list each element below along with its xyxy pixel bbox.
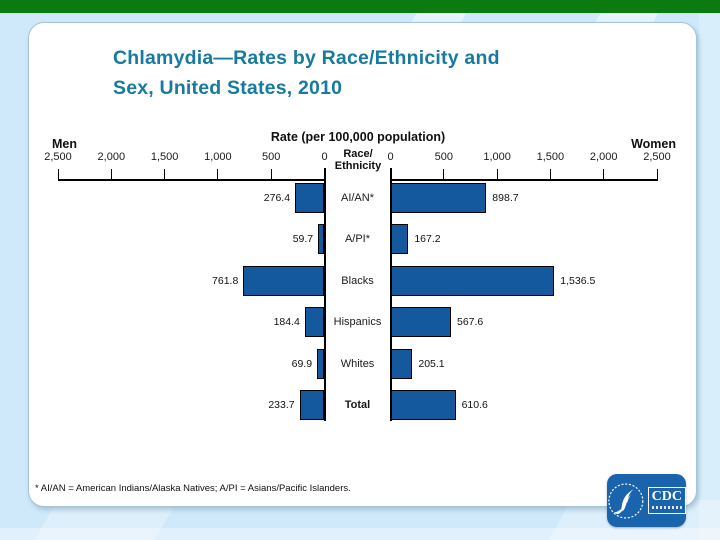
axis-tick-label: 1,000 [204, 151, 232, 163]
cdc-logo-text: CDC [647, 487, 686, 514]
slide-title-line2: Sex, United States, 2010 [113, 77, 343, 99]
axis-tick-label: 2,500 [643, 151, 671, 163]
axis-tick [443, 169, 445, 179]
value-label-men: 59.7 [292, 233, 314, 246]
bar-women-A/PI* [390, 224, 409, 255]
bar-women-Hispanics [390, 307, 451, 338]
background-stripe [699, 13, 720, 540]
bar-women-Whites [390, 348, 413, 379]
axis-tick [656, 169, 658, 179]
women-axis-label: Women [631, 137, 676, 151]
value-label-women: 167.2 [414, 233, 441, 246]
axis-tick-label: 2,000 [589, 151, 618, 163]
center-axis-label: Race/ Ethnicity [317, 148, 399, 172]
value-label-men: 761.8 [212, 274, 239, 287]
bar-men-A/PI* [318, 224, 325, 255]
men-axis-label: Men [52, 137, 77, 151]
men-axis-line [58, 179, 326, 181]
bar-women-Blacks [390, 265, 555, 296]
axis-tick [603, 169, 605, 179]
center-axis-label-line2: Ethnicity [334, 160, 382, 172]
value-label-women: 898.7 [492, 192, 519, 204]
slide-title-line1: Chlamydia—Rates by Race/Ethnicity and [113, 47, 500, 69]
cdc-logo: CDC [607, 474, 686, 527]
value-label-women: 610.6 [461, 399, 488, 411]
axis-tick [270, 169, 272, 179]
bar-women-Total [390, 390, 456, 420]
category-label: Total [344, 399, 371, 411]
value-label-men: 69.9 [291, 357, 313, 370]
axis-tick-label: 500 [262, 151, 281, 163]
axis-tick-label: 2,000 [97, 151, 126, 163]
axis-tick [549, 169, 551, 179]
category-label: Whites [340, 357, 375, 370]
axis-tick [217, 169, 219, 179]
axis-tick [496, 169, 498, 179]
category-label: A/PI* [344, 233, 371, 246]
axis-tick-label: 2,500 [44, 151, 72, 163]
axis-tick-label: 500 [434, 151, 453, 163]
axis-tick [57, 169, 59, 179]
bar-men-AI/AN* [295, 183, 325, 213]
value-label-women: 1,536.5 [560, 274, 596, 287]
axis-tick [324, 169, 325, 179]
axis-tick-label: 1,000 [483, 151, 511, 163]
category-label: AI/AN* [340, 192, 374, 204]
axis-tick-label: 0 [387, 151, 394, 163]
hhs-eagle-icon [608, 482, 644, 519]
center-axis-label-line1: Race/ [343, 148, 373, 160]
axis-tick [110, 169, 112, 179]
bar-men-Total [299, 390, 325, 420]
slide-title: Chlamydia—Rates by Race/Ethnicity and Se… [113, 43, 500, 103]
value-label-women: 205.1 [418, 357, 445, 370]
value-label-men: 276.4 [263, 192, 291, 204]
chart-title: Rate (per 100,000 population) [270, 130, 446, 144]
category-label: Hispanics [333, 316, 382, 329]
content-card [28, 22, 697, 507]
axis-tick-label: 1,500 [536, 151, 565, 163]
axis-tick-label: 0 [321, 151, 328, 163]
value-label-men: 184.4 [273, 316, 300, 329]
value-label-men: 233.7 [268, 399, 295, 411]
category-label: Blacks [341, 274, 374, 287]
bar-women-AI/AN* [390, 183, 487, 213]
women-axis-line [390, 179, 658, 181]
value-label-women: 567.6 [457, 316, 484, 329]
top-accent-bar [0, 0, 720, 13]
axis-tick-label: 1,500 [150, 151, 179, 163]
bar-men-Whites [317, 348, 325, 379]
axis-tick [390, 169, 391, 179]
background-stripe [0, 528, 720, 540]
bar-men-Hispanics [304, 307, 325, 338]
axis-tick [164, 169, 166, 179]
footnote: * AI/AN = American Indians/Alaska Native… [35, 483, 351, 494]
men-zero-line [323, 168, 326, 421]
bar-men-Blacks [243, 265, 325, 296]
